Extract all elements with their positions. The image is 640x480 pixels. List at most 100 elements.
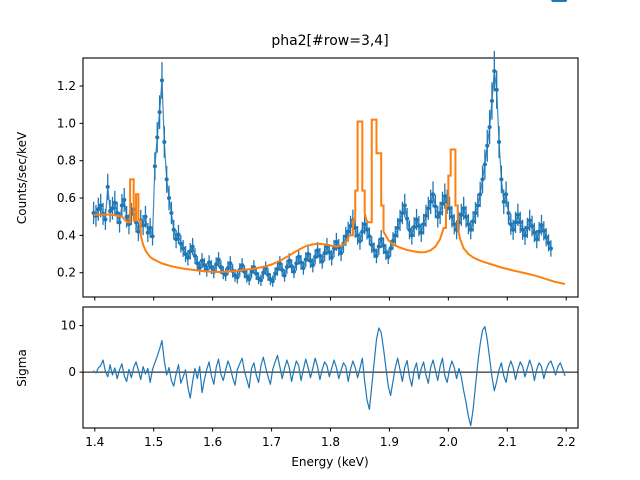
data-point-marker [390,238,396,244]
data-point-marker [174,237,179,242]
data-point-marker [261,270,266,275]
data-point-marker [388,246,393,251]
data-point-marker [402,203,407,208]
data-point-marker [235,275,240,280]
data-point-marker [117,220,122,225]
data-point-marker [313,254,318,259]
data-point-marker [395,225,400,231]
data-point-marker [426,206,431,211]
data-point-marker [468,227,473,232]
data-point-marker [284,265,289,270]
data-point-marker [195,261,200,266]
data-point-marker [143,214,148,219]
data-point-marker [440,201,445,206]
data-point-marker [265,272,271,277]
data-point-marker [228,261,233,266]
data-point-marker [539,223,544,228]
data-point-marker [353,225,358,231]
lower-y-tick-labels: 0 10 [61,319,76,380]
data-point-marker [315,248,320,253]
data-point-marker [199,258,205,263]
data-point-marker [122,197,127,203]
data-point-marker [103,217,108,222]
data-point-marker [218,265,223,270]
data-point-marker [447,206,452,211]
data-point-marker [522,233,528,238]
data-point-marker [249,269,254,274]
data-point-marker [216,257,221,262]
data-point-marker [546,240,551,245]
data-point-marker [381,243,386,248]
upper-y-tick-label: 1.0 [57,116,76,130]
data-point-marker [475,203,480,208]
x-tick-label: 1.8 [321,435,340,449]
data-point-marker [209,265,214,270]
data-point-marker [181,246,186,251]
data-point-marker [463,214,469,219]
data-point-marker [317,253,322,259]
data-point-marker [421,222,426,227]
x-tick-label: 1.6 [203,435,222,449]
data-point-marker [112,200,117,205]
data-point-marker [244,274,249,279]
residual-series [93,325,566,427]
data-point-marker [515,212,520,217]
data-point-marker [492,68,497,74]
data-point-marker [480,177,485,182]
spectrum-model-curve [93,118,566,285]
data-point-marker [360,229,365,234]
upper-y-tick-label: 1.2 [57,79,76,93]
upper-y-tick-labels: 0.2 0.4 0.6 0.8 1.0 1.2 [57,79,76,280]
page-title: pha2[#row=3,4] [271,33,388,49]
data-point-marker [214,262,219,267]
data-point-marker [110,206,115,211]
data-point-marker [386,254,391,259]
data-point-marker [183,251,188,257]
data-point-marker [185,255,190,260]
data-point-marker [532,230,537,235]
data-point-marker [322,251,327,256]
data-point-marker [504,192,509,197]
data-point-marker [397,218,403,223]
data-point-marker [372,248,377,253]
data-point-marker [166,195,172,201]
data-point-marker [150,234,155,239]
x-tick-label: 2.1 [498,435,517,449]
data-point-marker [310,263,315,268]
data-point-marker [407,227,412,232]
data-point-marker [383,250,388,255]
data-point-marker [108,209,113,214]
data-point-marker [190,244,195,249]
data-point-marker [348,223,353,229]
upper-y-tick-label: 0.2 [57,266,76,280]
data-point-marker [529,223,535,229]
data-point-marker [119,203,124,208]
data-point-marker [494,87,499,92]
data-point-marker [301,265,306,271]
data-point-marker [525,225,530,231]
data-point-marker [485,143,490,148]
lower-y-tick-label: 0 [68,365,76,379]
data-point-marker [192,253,198,259]
x-tick-label: 2.0 [439,435,458,449]
data-point-marker [466,222,471,227]
data-point-marker [409,233,414,238]
data-point-marker [506,210,511,216]
data-point-marker [159,78,165,83]
x-tick-label: 1.7 [262,435,281,449]
data-point-marker [202,263,207,268]
data-point-marker [331,246,337,251]
data-point-marker [374,253,379,259]
data-point-marker [537,229,542,234]
data-point-marker [362,222,367,227]
data-point-marker [544,235,549,240]
lower-x-tick-marks [94,428,567,432]
lower-panel-residuals: 0 10 1.4 1.5 1.6 1.7 1.8 1.9 2.0 2.1 2.2 Sigma En… [15,306,579,469]
data-point-marker [355,233,360,238]
data-point-marker [207,260,212,265]
data-point-marker [518,220,523,225]
data-point-marker [435,214,440,219]
data-point-marker [489,98,495,104]
data-point-marker [145,230,150,235]
data-point-marker [136,229,141,234]
